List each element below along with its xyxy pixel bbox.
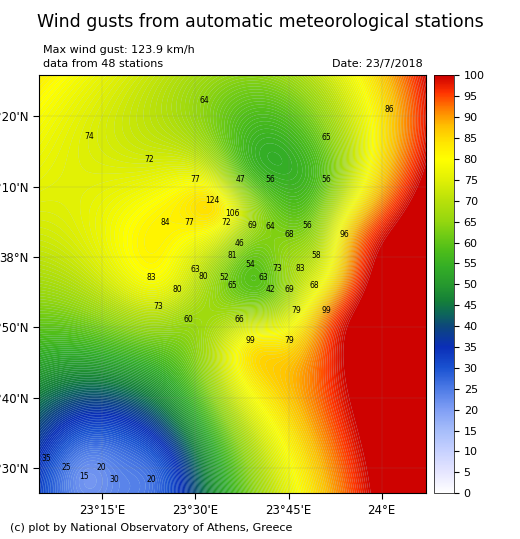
- Text: 30: 30: [109, 475, 119, 484]
- Text: 124: 124: [205, 196, 219, 205]
- Text: 64: 64: [265, 222, 275, 231]
- Text: 83: 83: [296, 264, 305, 273]
- Text: 47: 47: [235, 175, 245, 184]
- Text: 106: 106: [226, 209, 240, 218]
- Text: 25: 25: [61, 462, 71, 472]
- Text: Wind gusts from automatic meteorological stations: Wind gusts from automatic meteorological…: [36, 13, 484, 31]
- Text: 65: 65: [227, 281, 237, 290]
- Text: 68: 68: [284, 230, 294, 239]
- Text: 46: 46: [235, 239, 244, 248]
- Text: 58: 58: [311, 251, 320, 260]
- Text: 77: 77: [190, 175, 200, 184]
- Text: 56: 56: [265, 175, 275, 184]
- Text: 72: 72: [221, 218, 231, 227]
- Text: 56: 56: [321, 175, 331, 184]
- Text: 42: 42: [265, 285, 275, 294]
- Text: Date: 23/7/2018: Date: 23/7/2018: [332, 59, 423, 69]
- Text: Max wind gust: 123.9 km/h
data from 48 stations: Max wind gust: 123.9 km/h data from 48 s…: [43, 45, 194, 69]
- Text: 96: 96: [340, 230, 349, 239]
- Text: 60: 60: [184, 315, 193, 324]
- Text: 79: 79: [284, 336, 294, 345]
- Text: 54: 54: [246, 260, 255, 269]
- Text: 56: 56: [302, 221, 312, 230]
- Text: 73: 73: [153, 302, 163, 311]
- Text: 80: 80: [198, 272, 207, 281]
- Text: 69: 69: [284, 285, 294, 294]
- Text: 20: 20: [97, 462, 107, 472]
- Text: 15: 15: [79, 472, 88, 481]
- Text: 81: 81: [228, 251, 238, 260]
- Text: 66: 66: [235, 315, 244, 324]
- Text: 73: 73: [272, 264, 282, 273]
- Text: 64: 64: [200, 96, 210, 105]
- Text: 69: 69: [247, 221, 257, 230]
- Text: 63: 63: [190, 265, 200, 274]
- Text: 63: 63: [258, 273, 268, 282]
- Text: 52: 52: [219, 273, 229, 282]
- Text: 68: 68: [310, 281, 319, 290]
- Text: 74: 74: [84, 132, 94, 141]
- Text: (c) plot by National Observatory of Athens, Greece: (c) plot by National Observatory of Athe…: [10, 522, 293, 533]
- Text: 84: 84: [160, 218, 170, 227]
- Text: 35: 35: [42, 454, 51, 462]
- Text: 20: 20: [147, 475, 157, 484]
- Text: 80: 80: [173, 285, 183, 294]
- Text: 83: 83: [147, 273, 157, 282]
- Text: 72: 72: [144, 155, 154, 164]
- Text: 99: 99: [322, 306, 331, 315]
- Text: 86: 86: [384, 105, 394, 114]
- Text: 77: 77: [184, 218, 193, 227]
- Text: 65: 65: [322, 134, 331, 142]
- Text: 79: 79: [291, 306, 301, 315]
- Text: 99: 99: [246, 336, 255, 345]
